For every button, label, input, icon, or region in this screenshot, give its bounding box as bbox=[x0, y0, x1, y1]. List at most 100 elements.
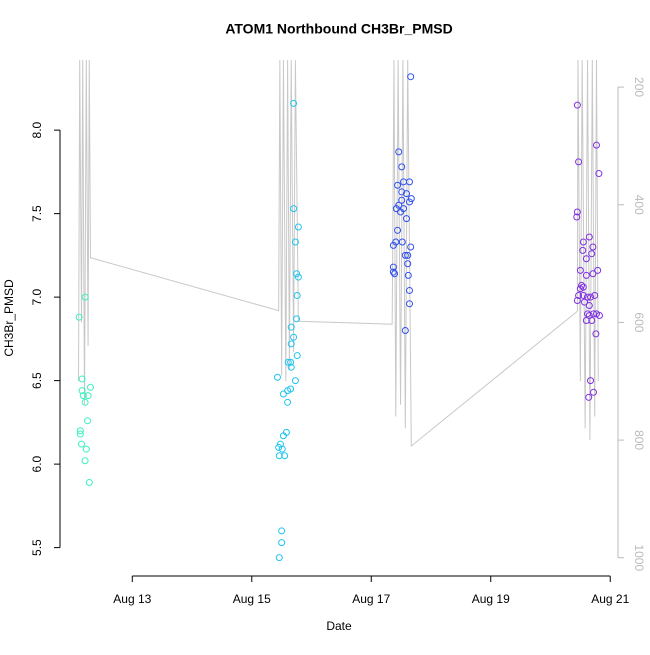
point bbox=[573, 213, 581, 221]
y-tick-label: 8.0 bbox=[30, 121, 44, 138]
x-tick-label: Aug 17 bbox=[352, 592, 390, 606]
x-tick-label: Aug 15 bbox=[233, 592, 271, 606]
point bbox=[293, 270, 301, 278]
point bbox=[293, 315, 301, 323]
point bbox=[588, 250, 596, 258]
point bbox=[398, 196, 406, 204]
point bbox=[81, 293, 89, 301]
point bbox=[278, 445, 286, 453]
point bbox=[76, 427, 84, 435]
point bbox=[79, 392, 87, 400]
point bbox=[275, 452, 283, 460]
point bbox=[575, 158, 583, 166]
point bbox=[405, 300, 413, 308]
point bbox=[590, 388, 598, 396]
point bbox=[403, 190, 411, 198]
point bbox=[575, 291, 583, 299]
point bbox=[81, 398, 89, 406]
point bbox=[78, 387, 86, 395]
point bbox=[391, 270, 399, 278]
point bbox=[75, 313, 83, 321]
point bbox=[592, 141, 600, 149]
point bbox=[397, 208, 405, 216]
point bbox=[82, 445, 90, 453]
point bbox=[404, 271, 412, 279]
point bbox=[291, 377, 299, 385]
point bbox=[83, 417, 91, 425]
point bbox=[398, 163, 406, 171]
y2-tick-label: 400 bbox=[632, 195, 646, 215]
x-tick-label: Aug 21 bbox=[591, 592, 629, 606]
point bbox=[587, 377, 595, 385]
y-tick-label: 6.0 bbox=[30, 455, 44, 472]
point bbox=[76, 430, 84, 438]
y2-tick-label: 800 bbox=[632, 430, 646, 450]
point bbox=[573, 296, 581, 304]
point bbox=[395, 148, 403, 156]
point bbox=[275, 554, 283, 562]
point bbox=[78, 440, 86, 448]
point bbox=[407, 195, 415, 203]
altitude-line bbox=[78, 60, 599, 448]
point bbox=[401, 327, 409, 335]
point bbox=[585, 393, 593, 401]
point bbox=[591, 291, 599, 299]
point bbox=[579, 291, 587, 299]
point bbox=[579, 246, 587, 254]
point bbox=[85, 478, 93, 486]
point bbox=[582, 271, 590, 279]
point bbox=[407, 243, 415, 251]
point bbox=[573, 101, 581, 109]
point bbox=[592, 330, 600, 338]
point bbox=[573, 208, 581, 216]
point bbox=[291, 238, 299, 246]
point bbox=[290, 333, 298, 341]
point bbox=[405, 178, 413, 186]
point bbox=[398, 188, 406, 196]
point bbox=[293, 352, 301, 360]
point bbox=[595, 170, 603, 178]
point bbox=[278, 527, 286, 535]
y-tick-label: 7.0 bbox=[30, 288, 44, 305]
y2-tick-label: 600 bbox=[632, 312, 646, 332]
point bbox=[584, 293, 592, 301]
point bbox=[579, 238, 587, 246]
point bbox=[293, 291, 301, 299]
point bbox=[394, 226, 402, 234]
point bbox=[394, 181, 402, 189]
point bbox=[585, 233, 593, 241]
point bbox=[403, 215, 411, 223]
point bbox=[389, 263, 397, 271]
point bbox=[294, 273, 302, 281]
point bbox=[582, 317, 590, 325]
point bbox=[84, 392, 92, 400]
x-axis-label: Date bbox=[326, 619, 352, 633]
point bbox=[287, 323, 295, 331]
chart-title: ATOM1 Northbound CH3Br_PMSD bbox=[225, 21, 452, 37]
point bbox=[281, 452, 289, 460]
point bbox=[290, 99, 298, 107]
y2-tick-label: 1000 bbox=[632, 544, 646, 571]
point bbox=[81, 457, 89, 465]
point bbox=[284, 358, 292, 366]
point bbox=[405, 198, 413, 206]
y2-tick-label: 200 bbox=[632, 77, 646, 97]
point bbox=[287, 358, 295, 366]
point bbox=[78, 375, 86, 383]
y-tick-label: 6.5 bbox=[30, 372, 44, 389]
point bbox=[275, 443, 283, 451]
point bbox=[389, 241, 397, 249]
point bbox=[584, 310, 592, 318]
y-tick-label: 5.5 bbox=[30, 539, 44, 556]
point bbox=[589, 243, 597, 251]
point bbox=[585, 301, 593, 309]
point bbox=[407, 73, 415, 81]
x-tick-label: Aug 13 bbox=[113, 592, 151, 606]
point bbox=[273, 373, 281, 381]
point bbox=[290, 205, 298, 213]
y-axis-label: CH3Br_PMSD bbox=[2, 279, 16, 357]
point bbox=[284, 398, 292, 406]
point bbox=[389, 268, 397, 276]
